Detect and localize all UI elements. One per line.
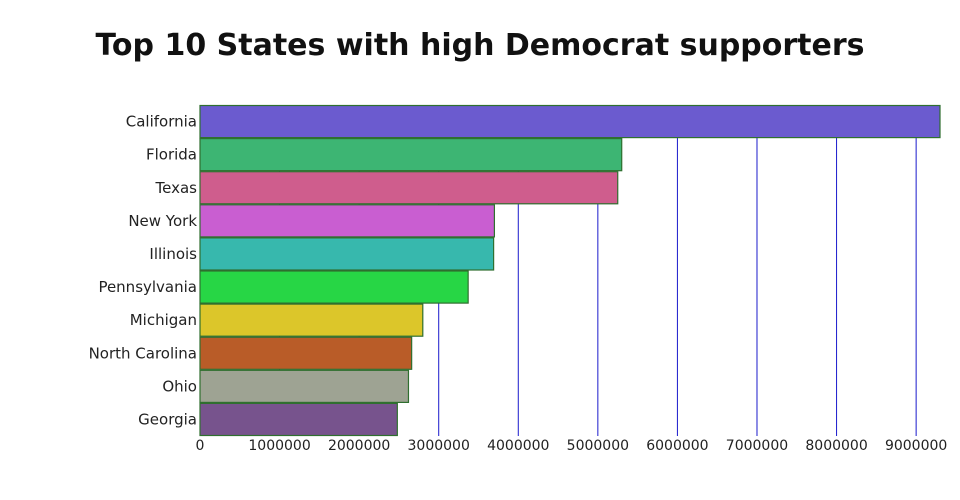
bar-michigan xyxy=(199,303,424,337)
bar-illinois xyxy=(199,237,495,271)
bar-florida xyxy=(199,138,623,172)
category-label: New York xyxy=(128,212,197,230)
bar-california xyxy=(199,104,941,139)
bars xyxy=(199,104,941,437)
category-label: Michigan xyxy=(130,311,197,329)
bar-texas xyxy=(199,171,619,205)
category-label: Georgia xyxy=(138,410,197,428)
x-tick-label: 9000000 xyxy=(885,438,947,454)
x-tick-label: 6000000 xyxy=(646,438,708,454)
chart-title: Top 10 States with high Democrat support… xyxy=(95,28,864,63)
x-tick-label: 1000000 xyxy=(248,438,310,454)
x-tick-label: 8000000 xyxy=(805,438,867,454)
category-labels: California Florida Texas New York Illinois Pe… xyxy=(89,113,198,429)
x-tick-label: 7000000 xyxy=(726,438,788,454)
bar-new-york xyxy=(199,204,496,238)
bar-georgia xyxy=(199,402,398,437)
category-label: Florida xyxy=(146,146,197,164)
x-tick-labels: 0 1000000 2000000 3000000 4000000 5000000 6000… xyxy=(196,438,948,454)
category-label: North Carolina xyxy=(89,344,197,362)
category-label: Texas xyxy=(155,179,198,197)
bar-ohio xyxy=(199,369,410,403)
bar-north-carolina xyxy=(199,336,413,370)
category-label: Illinois xyxy=(149,245,197,263)
x-tick-label: 2000000 xyxy=(328,438,390,454)
category-label: Ohio xyxy=(162,377,197,395)
category-label: Pennsylvania xyxy=(98,278,197,296)
x-tick-label: 0 xyxy=(196,438,205,454)
category-label: California xyxy=(126,113,197,131)
bar-pennsylvania xyxy=(199,270,469,304)
x-tick-label: 5000000 xyxy=(567,438,629,454)
x-tick-label: 4000000 xyxy=(487,438,549,454)
x-tick-label: 3000000 xyxy=(408,438,470,454)
